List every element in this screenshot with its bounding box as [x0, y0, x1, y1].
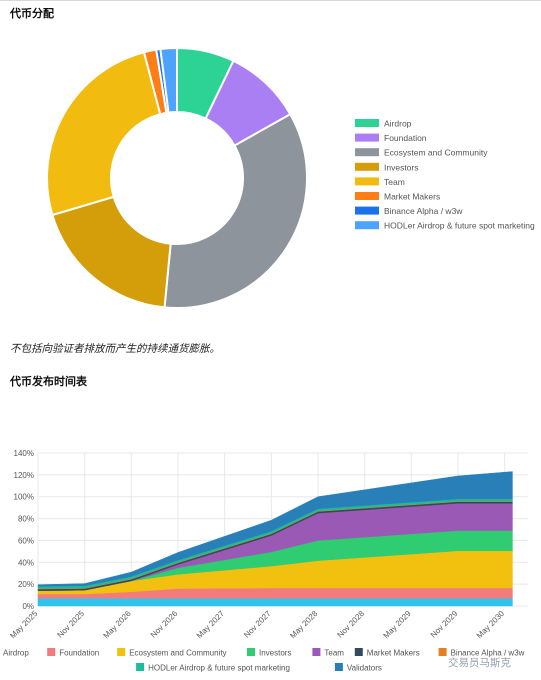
legend-swatch-investors	[247, 648, 255, 656]
x-tick-label: May 2029	[382, 609, 414, 641]
legend-swatch-investors	[355, 162, 379, 171]
legend-label-market-makers: Market Makers	[367, 649, 420, 658]
y-tick-label: 60%	[18, 536, 34, 545]
x-tick-label: Nov 2028	[335, 609, 366, 640]
legend-swatch-foundation	[47, 648, 56, 656]
legend-label-team: Team	[384, 177, 405, 187]
legend-swatch-validators	[334, 663, 343, 671]
legend-swatch-ecosystem-and-community	[117, 648, 126, 656]
legend-label-hodler-airdrop-future-spot-marketing: HODLer Airdrop & future spot marketing	[148, 664, 290, 673]
legend-swatch-ecosystem-and-community	[355, 148, 379, 157]
legend-label-investors: Investors	[384, 162, 419, 172]
legend-swatch-binance-alpha-w3w	[355, 206, 379, 215]
slice-hodler-airdrop-future-spot-marketing	[159, 46, 178, 114]
legend-label-airdrop: Airdrop	[3, 649, 29, 658]
legend-label-investors: Investors	[259, 649, 291, 658]
legend-swatch-market-makers	[355, 192, 379, 200]
legend-swatch-team	[312, 648, 321, 656]
x-tick-label: Nov 2029	[429, 609, 460, 640]
legend-swatch-foundation	[355, 133, 379, 142]
watermark: 交易员马斯克	[448, 657, 511, 669]
slice-ecosystem-and-community	[163, 112, 308, 309]
legend-swatch-market-makers	[354, 648, 363, 656]
y-tick-label: 80%	[18, 515, 34, 524]
legend-swatch-binance-alpha-w3w	[438, 648, 447, 656]
legend-swatch-hodler-airdrop-future-spot-marketing	[355, 221, 379, 230]
y-tick-label: 0%	[22, 602, 34, 611]
legend-label-hodler-airdrop-future-spot-marketing: HODLer Airdrop & future spot marketing	[384, 221, 535, 231]
x-tick-label: May 2026	[102, 609, 134, 641]
legend-label-binance-alpha-w3w: Binance Alpha / w3w	[384, 206, 463, 216]
x-tick-label: Nov 2027	[242, 609, 273, 640]
donut-chart: Airdrop Foundation Ecosystem and Community…	[46, 46, 535, 309]
area-validators	[37, 471, 513, 587]
x-tick-label: Nov 2025	[55, 609, 86, 640]
x-tick-label: May 2030	[475, 609, 507, 641]
y-tick-label: 140%	[14, 449, 34, 458]
schedule-heading: 代币发布时间表	[10, 376, 87, 388]
legend-label-ecosystem-and-community: Ecosystem and Community	[129, 649, 226, 658]
legend-label-ecosystem-and-community: Ecosystem and Community	[384, 148, 488, 158]
y-tick-label: 40%	[18, 558, 34, 567]
x-tick-label: May 2027	[195, 609, 227, 641]
slice-investors	[51, 195, 172, 309]
legend-swatch-airdrop	[355, 119, 379, 127]
legend-label-binance-alpha-w3w: Binance Alpha / w3w	[451, 649, 525, 658]
release-schedule-chart: 0% 20% 40% 60% 80% 100% 120% 140% May 2025 Nov 20…	[3, 449, 528, 673]
legend-swatch-team	[355, 177, 379, 186]
area-airdrop	[37, 598, 513, 607]
distribution-heading: 代币分配	[10, 8, 54, 20]
slice-team	[46, 51, 162, 217]
inflation-note: 不包括向验证者排放而产生的持续通货膨胀。	[10, 343, 220, 355]
x-tick-label: Nov 2026	[149, 609, 180, 640]
legend-swatch-hodler-airdrop-future-spot-marketing	[136, 663, 145, 671]
top-divider	[0, 0, 541, 1]
y-tick-label: 120%	[14, 471, 34, 480]
legend-label-team: Team	[324, 649, 344, 658]
legend-label-market-makers: Market Makers	[384, 192, 440, 202]
legend-label-validators: Validators	[347, 664, 382, 673]
x-tick-label: May 2028	[288, 609, 320, 641]
y-tick-label: 100%	[14, 493, 34, 502]
x-tick-label: May 2025	[8, 609, 40, 641]
legend-label-airdrop: Airdrop	[384, 119, 412, 129]
y-tick-label: 20%	[18, 580, 34, 589]
legend-label-foundation: Foundation	[384, 133, 427, 143]
legend-label-foundation: Foundation	[59, 649, 99, 658]
